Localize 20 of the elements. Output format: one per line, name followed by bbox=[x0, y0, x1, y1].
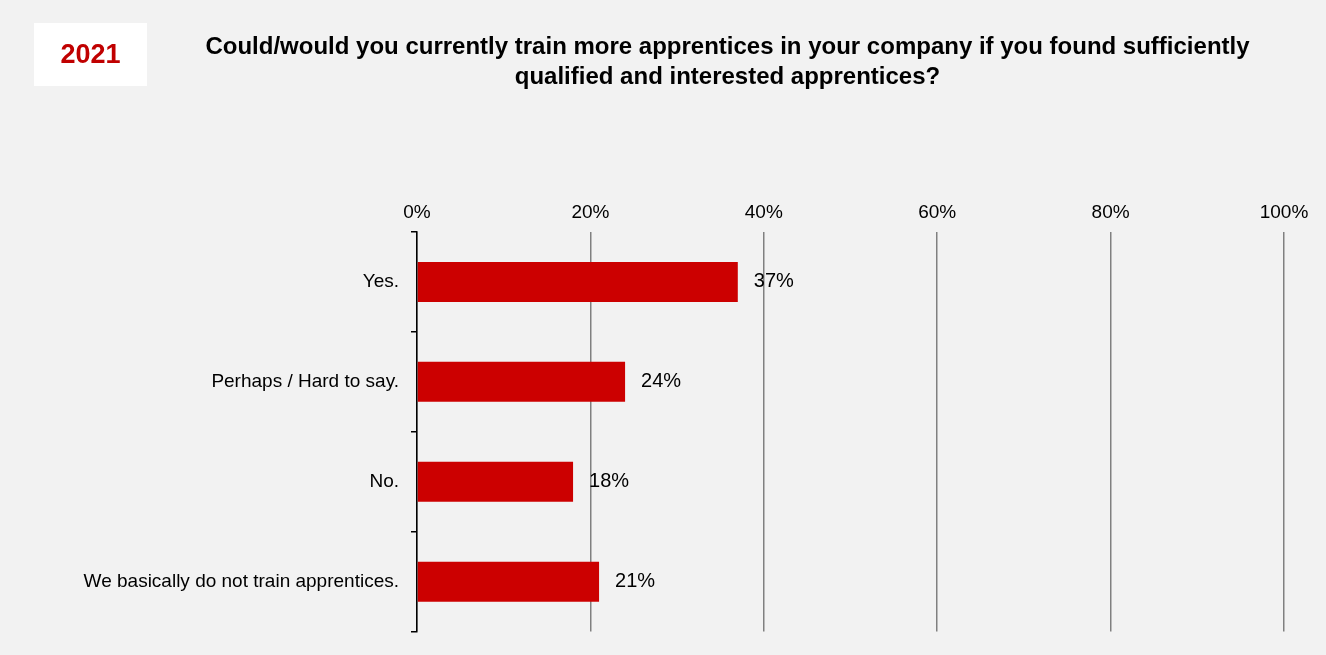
data-label: 37% bbox=[753, 269, 795, 292]
data-label: 18% bbox=[589, 469, 630, 492]
text: 2021 bbox=[34, 23, 147, 86]
x-tick-label: 0% bbox=[403, 200, 431, 222]
bar bbox=[417, 361, 626, 402]
x-tick-label: 20% bbox=[571, 200, 610, 222]
data-label: 21% bbox=[615, 569, 656, 592]
bar bbox=[417, 561, 600, 602]
data-label: 24% bbox=[641, 369, 682, 392]
x-tick-label: 40% bbox=[744, 200, 783, 222]
chart-title: Could/would you currently train more apprentices in your company if you found sufficiently qualified and interested apprentices? bbox=[204, 31, 1251, 91]
y-tick-label: Yes. bbox=[362, 270, 399, 292]
x-tick-label: 60% bbox=[918, 200, 957, 222]
bar bbox=[417, 261, 738, 302]
x-tick-label: 100% bbox=[1259, 200, 1309, 222]
y-tick-label: We basically do not train apprentices. bbox=[83, 569, 399, 591]
x-tick-label: 80% bbox=[1091, 200, 1130, 222]
y-tick-label: Perhaps / Hard to say. bbox=[211, 370, 399, 392]
y-tick-label: No. bbox=[369, 469, 399, 491]
bar bbox=[417, 461, 574, 502]
